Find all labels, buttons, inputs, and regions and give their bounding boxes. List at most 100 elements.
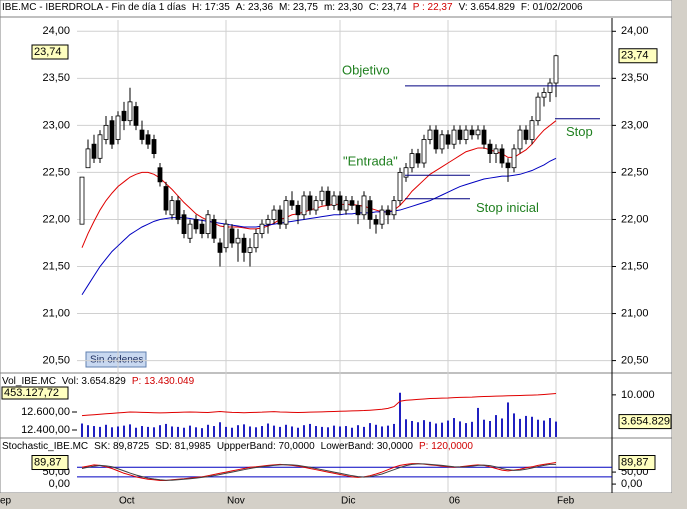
volume-bar	[189, 425, 191, 437]
candle-body	[277, 209, 283, 225]
candle-body	[85, 148, 91, 169]
volume-bar	[141, 426, 143, 437]
y-tick-label: 21,00	[621, 307, 649, 319]
volume-bar	[381, 426, 383, 437]
volume-bar	[405, 419, 407, 437]
volume-bar	[387, 425, 389, 437]
header-item: Vol: 3.654.829	[61, 376, 126, 387]
volume-bar	[357, 425, 359, 437]
y-tick-label: 23,50	[621, 72, 649, 84]
candle-body	[355, 204, 361, 216]
annotation-label: Stop inicial	[476, 200, 539, 215]
volume-bar	[363, 426, 365, 437]
candle-body	[487, 143, 493, 155]
candle-body	[247, 247, 253, 253]
candle-body	[205, 214, 211, 234]
candle-body	[379, 209, 385, 225]
candle-body	[427, 129, 433, 140]
candle-body	[235, 237, 241, 244]
candle-body	[373, 219, 379, 225]
candle-body	[475, 129, 481, 136]
candle-body	[469, 129, 475, 136]
chart-background	[0, 0, 673, 494]
candle-body	[421, 139, 427, 164]
x-tick-label: Dic	[341, 496, 355, 507]
volume-bar	[453, 418, 455, 437]
candle-body	[553, 55, 559, 84]
y-tick-label: 22,00	[42, 213, 70, 225]
volume-bar	[315, 426, 317, 437]
value-tag	[1, 386, 69, 400]
volume-bar	[549, 418, 551, 437]
value-tag-label: 453.127,72	[4, 387, 59, 399]
volume-bar	[525, 415, 527, 437]
candle-body	[151, 139, 157, 155]
candle-body	[139, 129, 145, 140]
header-item: SK: 89,8725	[94, 441, 150, 452]
volume-bar	[219, 422, 221, 437]
value-tag	[618, 414, 672, 430]
volume-bar	[435, 423, 437, 437]
candle-body	[463, 129, 469, 140]
y-tick-label: 23,00	[42, 119, 70, 131]
volume-bar	[147, 426, 149, 437]
value-tag-label: 89,87	[621, 456, 649, 468]
candle-body	[529, 120, 535, 140]
volume-bar	[267, 423, 269, 437]
annotation-label: Stop	[566, 124, 593, 139]
volume-bar	[321, 426, 323, 437]
volume-line	[81, 393, 557, 417]
candle-body	[451, 129, 457, 145]
header-item: M: 23,75	[279, 2, 318, 13]
main-header: IBE.MC - IBERDROLA - Fin de día 1 días H:…	[2, 2, 583, 13]
y-tick-label: 24,00	[42, 25, 70, 37]
candle-body	[403, 167, 409, 178]
stochastic-line	[81, 462, 557, 481]
y-tick-label: 20,50	[42, 354, 70, 366]
volume-bar	[231, 427, 233, 437]
volume-bar	[165, 423, 167, 437]
candle-body	[79, 176, 85, 225]
y-tick-label: 24,00	[621, 25, 649, 37]
volume-bar	[225, 426, 227, 437]
candle-body	[325, 190, 331, 206]
volume-bar	[489, 420, 491, 437]
stochastic-line	[81, 463, 557, 481]
volume-bar	[201, 428, 203, 437]
x-tick-label: Oct	[119, 496, 135, 507]
candle-body	[193, 219, 199, 230]
volume-bar	[93, 426, 95, 437]
volume-bar	[117, 426, 119, 437]
value-tag	[618, 455, 656, 471]
candle-body	[289, 200, 295, 206]
volume-bar	[507, 402, 509, 437]
header-item: P: 120,0000	[418, 441, 473, 452]
header-item: H: 17:35	[191, 2, 230, 13]
value-tag	[31, 44, 69, 60]
candle-body	[271, 209, 277, 220]
volume-bar	[195, 427, 197, 437]
header-item: A: 23,36	[235, 2, 274, 13]
volume-bar	[441, 422, 443, 437]
candle-body	[535, 96, 541, 122]
y-tick-label: 21,50	[42, 260, 70, 272]
volume-header: Vol_IBE.MC Vol: 3.654.829 P: 13.430.049	[2, 376, 194, 387]
volume-bar	[213, 426, 215, 437]
candle-body	[109, 120, 115, 145]
volume-bar	[459, 421, 461, 437]
header-item: m: 23,30	[323, 2, 363, 13]
candle-body	[313, 200, 319, 211]
volume-bar	[375, 424, 377, 437]
candle-body	[367, 200, 373, 220]
header-item: LowerBand: 30,0000	[320, 441, 413, 452]
volume-bar	[327, 427, 329, 437]
candle-body	[391, 200, 397, 216]
candle-body	[97, 134, 103, 159]
candle-body	[481, 129, 487, 145]
volume-bar	[351, 427, 353, 437]
order-status-box[interactable]	[85, 351, 147, 368]
volume-bar	[483, 419, 485, 437]
y2-tick-label: 12.600,00	[21, 406, 70, 418]
volume-bar	[177, 426, 179, 437]
